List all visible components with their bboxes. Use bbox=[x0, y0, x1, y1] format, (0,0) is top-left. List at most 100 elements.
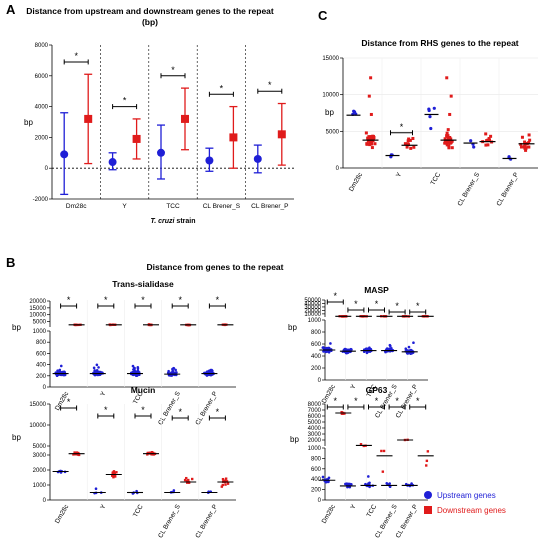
b4-y-tick-label: 400 bbox=[311, 477, 322, 483]
panel-c-downstream-point bbox=[520, 135, 524, 139]
b4-y-tick-label: 2000 bbox=[308, 438, 322, 444]
b3-downstream-point bbox=[113, 475, 117, 478]
panel-letter-b: B bbox=[6, 255, 15, 270]
panel-c-downstream-point bbox=[486, 143, 490, 147]
b4-x-tick-label: Y bbox=[349, 503, 358, 511]
legend-downstream-label: Downstream genes bbox=[437, 506, 506, 515]
b3-downstream-point bbox=[111, 471, 115, 474]
b1-sig-star: * bbox=[104, 295, 108, 305]
b3-downstream-point bbox=[224, 477, 228, 480]
b4-upstream-point bbox=[321, 475, 325, 479]
b1-sig-star: * bbox=[178, 295, 182, 305]
b3-downstream-point bbox=[111, 474, 115, 477]
panel-c-downstream-point bbox=[449, 137, 453, 141]
panel-a-plot: -2000 0 2000 4000 6000 8000 bp * * * * * Dm28c Y TCC CL… bbox=[24, 43, 294, 225]
b3-y-tick-label: 5000 bbox=[33, 444, 47, 450]
panel-c-title: Distance from RHS genes to the repeat bbox=[361, 38, 518, 48]
b2-x-tick-label: Y bbox=[349, 383, 358, 391]
panel-a-downstream-mean-point bbox=[277, 130, 286, 139]
b1-upstream-point bbox=[93, 369, 96, 372]
b2-y-tick-label: 50000 bbox=[304, 298, 321, 304]
panel-c-sig-star: * bbox=[400, 122, 404, 132]
b3-y-tick-label: 0 bbox=[43, 498, 47, 504]
panel-a-sig-star: * bbox=[220, 83, 224, 93]
b2-upstream-point bbox=[365, 347, 368, 351]
panel-letter-a: A bbox=[6, 2, 16, 17]
panel-a-downstream-mean-point bbox=[229, 133, 238, 142]
legend: Upstream genes Downstream genes bbox=[424, 491, 506, 515]
b4-upstream-point bbox=[364, 482, 367, 486]
panel-a-x-tick-label: CL Brener_S bbox=[203, 203, 241, 210]
b3-downstream-point bbox=[146, 453, 149, 456]
b4-title: GP63 bbox=[366, 385, 388, 395]
legend-upstream-marker bbox=[424, 491, 432, 499]
b2-upstream-point bbox=[346, 348, 350, 352]
panel-a-x-label: T. cruzi strain bbox=[151, 218, 196, 225]
panel-c-downstream-point bbox=[370, 146, 374, 150]
b1-upstream-point bbox=[136, 367, 140, 370]
b3-y-tick-label: 15000 bbox=[29, 402, 46, 408]
b4-y-tick-label: 1000 bbox=[308, 446, 322, 452]
panel-a-y-tick-label: 6000 bbox=[35, 74, 49, 80]
panel-c-x-tick-label: CL Brener_S bbox=[456, 171, 481, 207]
panel-c-upstream-point bbox=[507, 155, 511, 159]
panel-c-upstream-point bbox=[469, 139, 473, 143]
panel-c-downstream-point bbox=[523, 140, 527, 144]
panel-c-downstream-point bbox=[523, 146, 527, 150]
panel-a-x-tick-label: Dm28c bbox=[66, 203, 87, 210]
b3-x-tick-label: CL Brener_P bbox=[194, 504, 219, 540]
panel-b-title: Distance from genes to the repeat bbox=[147, 262, 284, 272]
panel-c-downstream-point bbox=[523, 143, 527, 147]
b1-upstream-point bbox=[58, 368, 62, 372]
panel-a-downstream-mean-point bbox=[132, 134, 141, 143]
panel-c-downstream-point bbox=[449, 94, 453, 98]
panel-c-downstream-point bbox=[406, 142, 410, 146]
b3-y-tick-label: 3000 bbox=[33, 453, 47, 459]
b2-upstream-point bbox=[389, 344, 392, 348]
panel-c-downstream-point bbox=[445, 143, 449, 147]
panel-c-downstream-point bbox=[364, 131, 368, 135]
panel-c-downstream-point bbox=[412, 145, 416, 149]
panel-c-downstream-point bbox=[449, 141, 453, 145]
panel-a-upstream-mean-point bbox=[60, 150, 69, 159]
panel-letter-c: C bbox=[318, 8, 328, 23]
b2-sig-star: * bbox=[375, 299, 379, 309]
panel-c-y-label: bp bbox=[325, 108, 334, 117]
panel-a-x-tick-label: Y bbox=[122, 203, 127, 210]
b4-downstream-point bbox=[340, 412, 344, 415]
b3-downstream-point bbox=[185, 479, 189, 483]
panel-b: B Distance from genes to the repeat Tran… bbox=[6, 255, 434, 539]
panel-c-y-tick-label: 10000 bbox=[322, 93, 339, 99]
b4-downstream-point bbox=[425, 464, 428, 467]
b1-upstream-point bbox=[211, 369, 214, 373]
b3-downstream-point bbox=[191, 477, 194, 481]
panel-a-sig-star: * bbox=[123, 96, 127, 106]
panel-c-downstream-point bbox=[366, 139, 370, 143]
panel-a-y-label: bp bbox=[24, 118, 33, 127]
panel-c-downstream-point bbox=[365, 142, 369, 146]
panel-c-downstream-point bbox=[445, 131, 449, 135]
panel-c-downstream-point bbox=[445, 134, 449, 138]
b1-upstream-point bbox=[174, 368, 177, 372]
panel-c-downstream-point bbox=[448, 112, 452, 116]
panel-b4-plot: GP63 bp 0 200 400 600 800 1000 20003000400050006… bbox=[290, 385, 434, 539]
panel-c-downstream-point bbox=[528, 138, 532, 142]
b4-y-tick-label: 600 bbox=[311, 467, 322, 473]
b3-downstream-point bbox=[187, 481, 191, 484]
b1-upstream-point bbox=[133, 368, 136, 371]
legend-upstream-label: Upstream genes bbox=[437, 491, 496, 500]
b2-y-tick-label: 10000 bbox=[304, 312, 321, 318]
b2-y-tick-label: 1000 bbox=[308, 318, 322, 324]
b1-y-tick-label: 20000 bbox=[29, 299, 46, 305]
b3-x-tick-label: TCC bbox=[132, 503, 145, 518]
panel-a-title-line2: (bp) bbox=[142, 17, 158, 27]
b1-sig-star: * bbox=[216, 295, 220, 305]
panel-c-upstream-point bbox=[428, 115, 432, 119]
panel-a-x-tick-label: CL Brener_P bbox=[251, 203, 288, 210]
panel-a-y-tick-label: 8000 bbox=[35, 43, 49, 49]
panel-a-y-tick-label: -2000 bbox=[33, 197, 49, 203]
panel-c-downstream-point bbox=[447, 144, 451, 148]
b2-upstream-point bbox=[410, 351, 414, 355]
b3-downstream-point bbox=[226, 482, 230, 485]
b3-downstream-point bbox=[186, 481, 189, 484]
